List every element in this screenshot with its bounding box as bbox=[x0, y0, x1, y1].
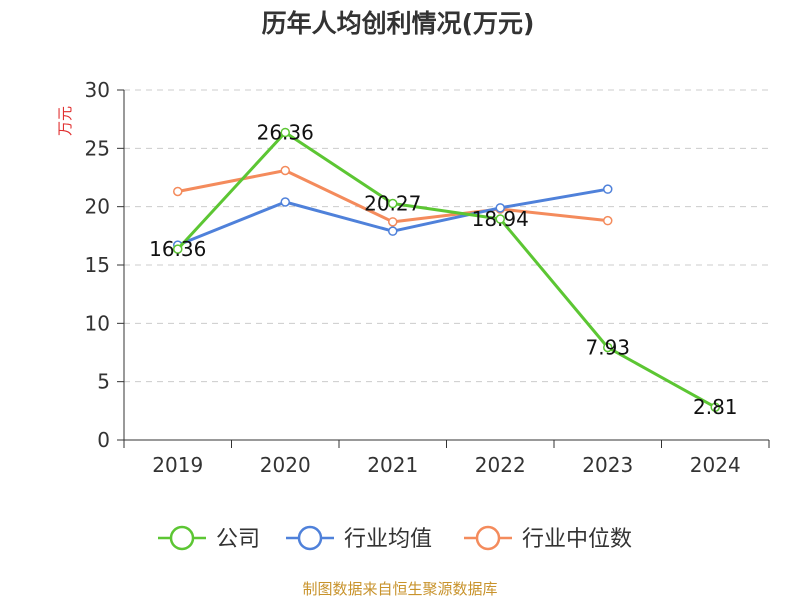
data-point bbox=[388, 226, 398, 236]
data-label: 18.94 bbox=[472, 207, 529, 231]
legend-marker-icon bbox=[475, 525, 501, 551]
data-point bbox=[603, 184, 613, 194]
chart-title: 历年人均创利情况(万元) bbox=[262, 9, 535, 38]
legend-label: 行业中位数 bbox=[522, 527, 632, 552]
grid-lines bbox=[124, 89, 769, 383]
data-point bbox=[495, 203, 505, 213]
x-tick-label: 2022 bbox=[475, 453, 526, 477]
legend-label: 公司 bbox=[216, 527, 260, 552]
series-company bbox=[173, 127, 720, 412]
axes: 0 5 10 15 20 25 30 2019 2020 2021 2022 2023 2024 bbox=[85, 78, 770, 477]
data-label: 16.36 bbox=[149, 237, 206, 261]
data-point bbox=[280, 127, 290, 138]
y-tick-label: 30 bbox=[85, 78, 110, 102]
data-point bbox=[603, 342, 613, 353]
data-point bbox=[173, 186, 183, 197]
data-point bbox=[710, 402, 720, 412]
data-label: 7.93 bbox=[585, 335, 630, 359]
y-axis-label: 万元 bbox=[56, 106, 74, 136]
legend-label: 行业均值 bbox=[344, 527, 432, 552]
x-tick-label: 2021 bbox=[367, 453, 418, 477]
x-tick-label: 2023 bbox=[582, 453, 633, 477]
data-point bbox=[388, 217, 398, 227]
x-tick-label: 2019 bbox=[152, 453, 203, 477]
y-tick-label: 0 bbox=[97, 428, 110, 452]
legend-item-company[interactable]: 公司 bbox=[158, 525, 260, 552]
data-point bbox=[603, 215, 613, 226]
data-label: 26.36 bbox=[257, 120, 314, 144]
y-tick-label: 5 bbox=[97, 370, 110, 394]
data-labels: 16.36 26.36 20.27 18.94 7.93 2.81 bbox=[149, 120, 737, 419]
y-tick-label: 10 bbox=[85, 311, 110, 335]
y-tick-label: 20 bbox=[85, 195, 110, 219]
legend-marker-icon bbox=[169, 525, 195, 551]
x-tick-label: 2024 bbox=[690, 453, 741, 477]
data-point bbox=[280, 197, 290, 207]
data-point bbox=[173, 244, 183, 254]
source-note: 制图数据来自恒生聚源数据库 bbox=[302, 580, 497, 598]
legend-item-industry-median[interactable]: 行业中位数 bbox=[464, 525, 632, 552]
series-lines bbox=[173, 127, 720, 412]
x-tick-label: 2020 bbox=[260, 453, 311, 477]
y-tick-label: 15 bbox=[85, 253, 110, 277]
data-point bbox=[280, 165, 290, 176]
data-label: 2.81 bbox=[693, 395, 738, 419]
y-tick-label: 25 bbox=[85, 136, 110, 160]
legend-item-industry-mean[interactable]: 行业均值 bbox=[286, 525, 432, 552]
data-label: 20.27 bbox=[364, 192, 421, 216]
data-point bbox=[388, 198, 398, 209]
series-line bbox=[176, 130, 716, 409]
legend-marker-icon bbox=[297, 525, 323, 551]
legend[interactable]: 公司 行业均值 行业中位数 bbox=[158, 525, 632, 552]
data-point bbox=[495, 214, 505, 224]
